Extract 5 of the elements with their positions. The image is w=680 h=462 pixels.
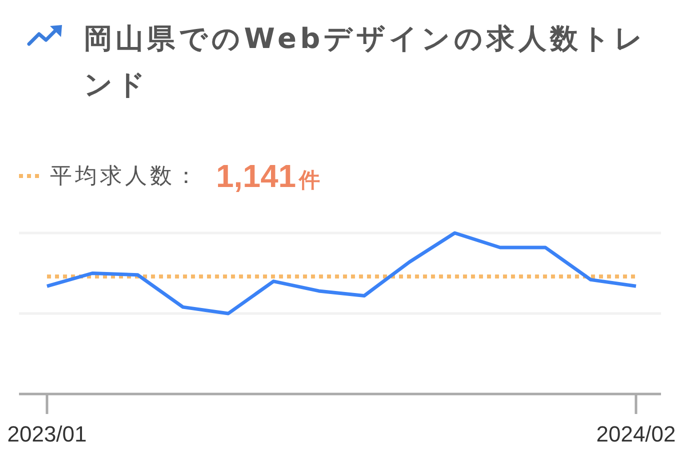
x-tick-label: 2023/01 xyxy=(7,422,87,447)
x-tick-label: 2024/02 xyxy=(596,422,676,447)
text: 1,141件 xyxy=(216,158,320,194)
legend-label: 平均求人数： xyxy=(50,163,200,191)
chart-title: 岡山県でのWebデザインの求人数トレンド xyxy=(84,21,648,103)
